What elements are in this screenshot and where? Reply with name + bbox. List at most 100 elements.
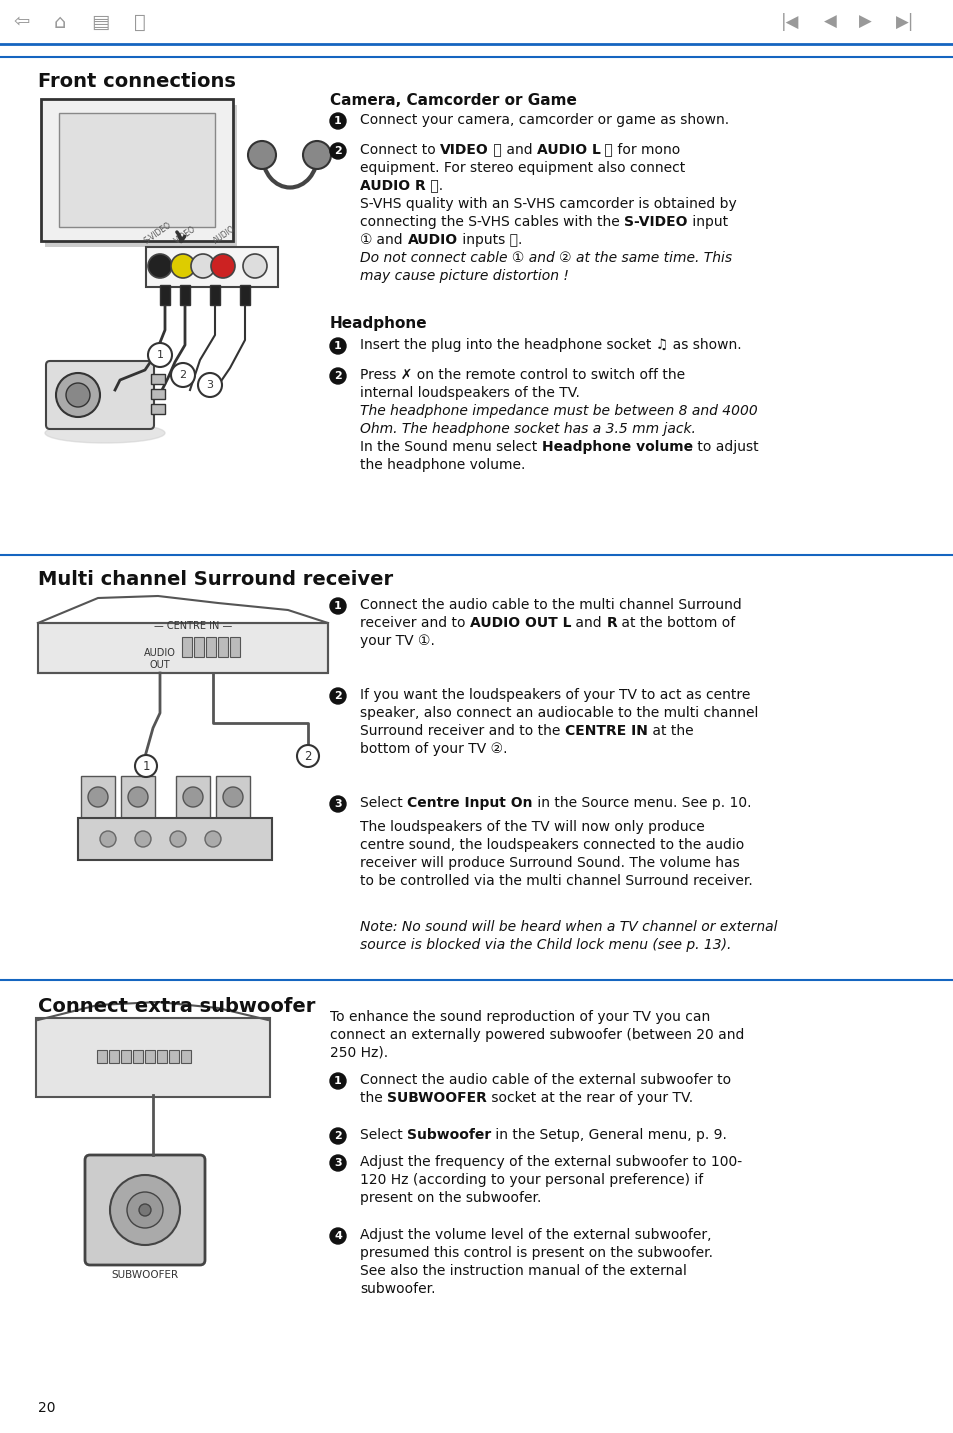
FancyBboxPatch shape — [215, 777, 250, 818]
Text: Headphone volume: Headphone volume — [541, 440, 692, 454]
Circle shape — [127, 1192, 163, 1228]
Circle shape — [330, 688, 346, 704]
Text: Select: Select — [359, 1128, 407, 1142]
Text: 1: 1 — [334, 341, 341, 351]
Circle shape — [330, 338, 346, 354]
FancyBboxPatch shape — [81, 777, 115, 818]
Circle shape — [135, 831, 151, 847]
Text: receiver and to: receiver and to — [359, 616, 470, 631]
Text: The headphone impedance must be between 8 and 4000: The headphone impedance must be between … — [359, 404, 757, 418]
Text: 2: 2 — [334, 691, 341, 701]
Text: present on the subwoofer.: present on the subwoofer. — [359, 1191, 540, 1205]
Text: SUBWOOFER: SUBWOOFER — [387, 1091, 486, 1105]
Text: and: and — [571, 616, 606, 631]
Text: ▶: ▶ — [858, 13, 870, 32]
Text: 1: 1 — [334, 1076, 341, 1086]
Text: See also the instruction manual of the external: See also the instruction manual of the e… — [359, 1264, 686, 1278]
FancyBboxPatch shape — [78, 818, 272, 860]
Circle shape — [205, 831, 221, 847]
Circle shape — [296, 745, 318, 767]
Text: VIDEO: VIDEO — [172, 225, 197, 246]
Text: source is blocked via the Child lock menu (see p. 13).: source is blocked via the Child lock men… — [359, 939, 731, 952]
Text: Subwoofer: Subwoofer — [407, 1128, 491, 1142]
Text: at the bottom of: at the bottom of — [617, 616, 735, 631]
FancyBboxPatch shape — [193, 638, 204, 656]
Text: the headphone volume.: the headphone volume. — [359, 459, 525, 471]
Text: at the: at the — [647, 724, 693, 738]
Circle shape — [330, 368, 346, 384]
Text: 2: 2 — [334, 1131, 341, 1141]
Circle shape — [139, 1204, 151, 1217]
FancyBboxPatch shape — [110, 1049, 119, 1062]
Text: 3: 3 — [334, 800, 341, 810]
Text: Camera, Camcorder or Game: Camera, Camcorder or Game — [330, 93, 577, 107]
Text: input: input — [687, 215, 727, 229]
Text: Surround receiver and to the: Surround receiver and to the — [359, 724, 564, 738]
FancyBboxPatch shape — [160, 285, 170, 305]
Text: ⓒ.: ⓒ. — [425, 179, 442, 193]
FancyBboxPatch shape — [206, 638, 215, 656]
FancyBboxPatch shape — [36, 1017, 270, 1098]
Circle shape — [191, 254, 214, 278]
Text: internal loudspeakers of the TV.: internal loudspeakers of the TV. — [359, 385, 579, 400]
Text: the: the — [359, 1091, 387, 1105]
Text: If you want the loudspeakers of your TV to act as centre: If you want the loudspeakers of your TV … — [359, 688, 750, 702]
Text: AUDIO: AUDIO — [213, 225, 237, 246]
FancyBboxPatch shape — [151, 374, 165, 384]
Text: AUDIO
OUT: AUDIO OUT — [144, 648, 175, 669]
FancyBboxPatch shape — [41, 99, 233, 241]
Text: 2: 2 — [304, 749, 312, 762]
Text: CENTRE IN: CENTRE IN — [564, 724, 647, 738]
Text: ▶|: ▶| — [895, 13, 913, 32]
Circle shape — [128, 787, 148, 807]
Text: 1: 1 — [334, 600, 341, 610]
Text: 1: 1 — [156, 350, 163, 360]
Circle shape — [330, 795, 346, 813]
Text: 1: 1 — [334, 116, 341, 126]
FancyBboxPatch shape — [182, 638, 192, 656]
FancyBboxPatch shape — [146, 1049, 155, 1062]
Ellipse shape — [45, 423, 165, 443]
Text: in the Setup, General menu, p. 9.: in the Setup, General menu, p. 9. — [491, 1128, 726, 1142]
Text: presumed this control is present on the subwoofer.: presumed this control is present on the … — [359, 1247, 712, 1260]
FancyBboxPatch shape — [121, 1049, 132, 1062]
Text: AUDIO L: AUDIO L — [536, 143, 599, 158]
Text: 20: 20 — [38, 1401, 55, 1414]
Text: S-VIDEO: S-VIDEO — [623, 215, 687, 229]
Circle shape — [171, 363, 194, 387]
Text: Connect the audio cable to the multi channel Surround: Connect the audio cable to the multi cha… — [359, 598, 741, 612]
Text: 1: 1 — [142, 759, 150, 772]
Text: Connect your camera, camcorder or game as shown.: Connect your camera, camcorder or game a… — [359, 113, 728, 128]
FancyBboxPatch shape — [157, 1049, 168, 1062]
Text: connecting the S-VHS cables with the: connecting the S-VHS cables with the — [359, 215, 623, 229]
Circle shape — [100, 831, 116, 847]
Text: R: R — [606, 616, 617, 631]
Circle shape — [183, 787, 203, 807]
Circle shape — [330, 1228, 346, 1244]
Text: 3: 3 — [334, 1158, 341, 1168]
Circle shape — [330, 1155, 346, 1171]
FancyBboxPatch shape — [85, 1155, 205, 1265]
FancyBboxPatch shape — [45, 105, 236, 246]
Text: equipment. For stereo equipment also connect: equipment. For stereo equipment also con… — [359, 160, 684, 175]
FancyBboxPatch shape — [151, 388, 165, 398]
FancyBboxPatch shape — [240, 285, 250, 305]
FancyBboxPatch shape — [181, 1049, 192, 1062]
Circle shape — [330, 113, 346, 129]
Text: inputs ⓒ.: inputs ⓒ. — [457, 234, 521, 246]
Text: Select: Select — [359, 795, 407, 810]
Circle shape — [135, 755, 157, 777]
Text: may cause picture distortion !: may cause picture distortion ! — [359, 269, 568, 282]
Circle shape — [303, 140, 331, 169]
Text: 🔍: 🔍 — [134, 13, 146, 32]
Text: |◀: |◀ — [780, 13, 799, 32]
Text: Note: No sound will be heard when a TV channel or external: Note: No sound will be heard when a TV c… — [359, 920, 777, 934]
Text: Connect to: Connect to — [359, 143, 439, 158]
Text: The loudspeakers of the TV will now only produce: The loudspeakers of the TV will now only… — [359, 820, 704, 834]
Text: ⌂: ⌂ — [53, 13, 66, 32]
FancyBboxPatch shape — [133, 1049, 143, 1062]
Text: Adjust the volume level of the external subwoofer,: Adjust the volume level of the external … — [359, 1228, 711, 1242]
Text: 250 Hz).: 250 Hz). — [330, 1046, 388, 1060]
Text: 2: 2 — [334, 371, 341, 381]
Text: Adjust the frequency of the external subwoofer to 100-: Adjust the frequency of the external sub… — [359, 1155, 741, 1169]
